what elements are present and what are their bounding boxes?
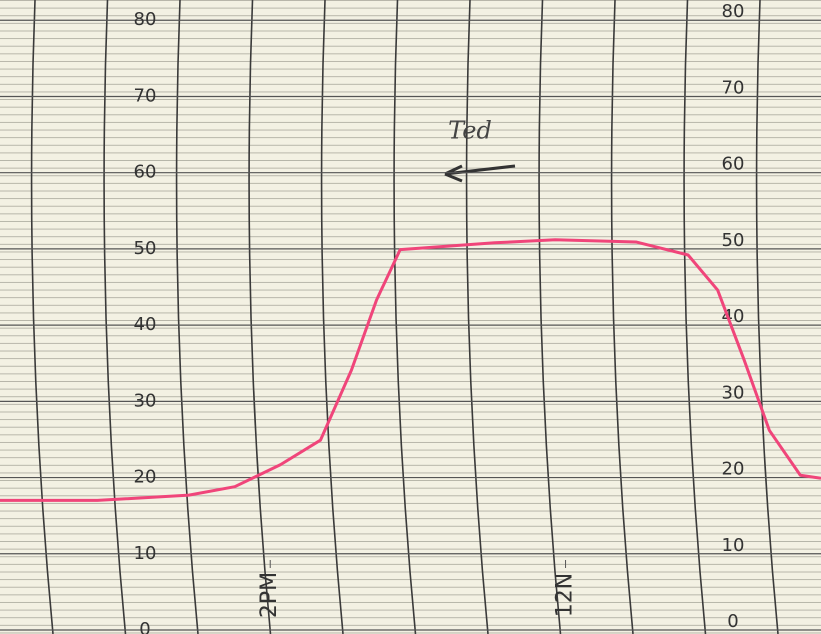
y-tick-label-right: 70	[722, 77, 745, 98]
y-tick-label: 70	[134, 85, 157, 106]
y-tick-label: 80	[134, 9, 157, 30]
y-tick-label-right: 0	[727, 611, 738, 632]
y-tick-label: 20	[134, 467, 157, 488]
y-tick-label-right: 10	[722, 535, 745, 556]
y-tick-label-right: 50	[722, 230, 745, 251]
chart: Ted 00101020203030404050506060707080802P…	[0, 0, 821, 634]
annotation: Ted	[448, 117, 492, 145]
y-tick-label-right: 30	[722, 382, 745, 403]
y-tick-label: 40	[134, 314, 157, 335]
y-tick-label-right: 80	[722, 1, 745, 22]
y-tick-label: 60	[134, 162, 157, 183]
y-tick-label: 10	[134, 543, 157, 564]
x-tick-label: 12N	[553, 573, 578, 617]
y-tick-label: 50	[134, 238, 157, 259]
x-tick-label: 2PM	[257, 572, 282, 618]
y-tick-label: 0	[139, 619, 150, 634]
y-tick-label-right: 20	[722, 459, 745, 480]
y-tick-label: 30	[134, 390, 157, 411]
y-tick-label-right: 60	[722, 154, 745, 175]
